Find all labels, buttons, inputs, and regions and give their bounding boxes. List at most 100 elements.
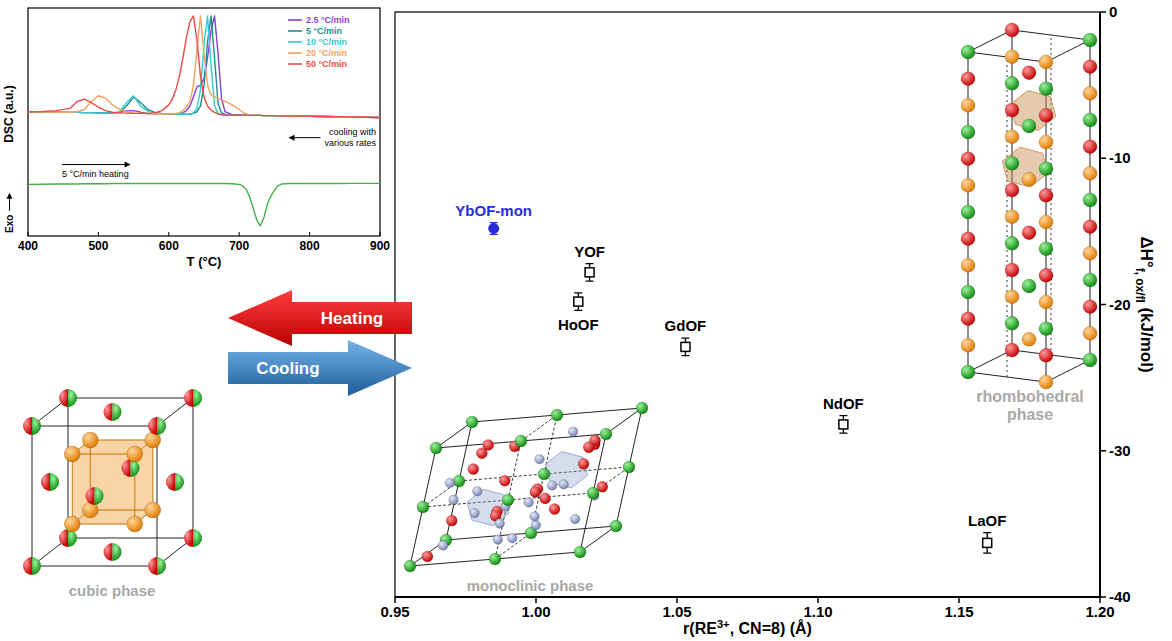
dsc-curve <box>28 16 380 117</box>
atom <box>1005 263 1019 277</box>
atom-half <box>86 487 95 505</box>
atom <box>499 475 510 486</box>
atom <box>1005 236 1019 250</box>
atom <box>961 72 975 86</box>
cell-edge <box>580 526 616 552</box>
atom <box>64 516 80 532</box>
cubic-structure <box>23 389 202 575</box>
atom <box>610 520 622 532</box>
atom <box>623 461 635 473</box>
x-axis-title: r(RE3+, CN=8) (Å) <box>683 618 812 637</box>
phase-label: cubic phase <box>69 582 156 599</box>
cell-edge <box>521 415 557 441</box>
legend-swatch <box>288 63 302 65</box>
x-tick <box>380 232 381 236</box>
atom <box>1083 166 1097 180</box>
atom <box>145 502 161 518</box>
atom-half <box>68 389 77 407</box>
atom-half <box>104 543 113 561</box>
x-tick-label: 900 <box>370 239 390 253</box>
atom <box>549 504 560 515</box>
atom <box>453 475 465 487</box>
atom <box>961 178 975 192</box>
atom <box>961 258 975 272</box>
atom <box>636 402 648 414</box>
error-bar <box>839 416 847 434</box>
atom <box>1039 268 1053 282</box>
x-tick <box>98 232 99 236</box>
y-tick <box>1100 596 1106 598</box>
cell-edge <box>446 422 472 540</box>
atom-half <box>166 473 175 491</box>
atom-half <box>95 487 104 505</box>
atom-half <box>50 473 59 491</box>
y-tick <box>1100 450 1106 452</box>
y-tick-label: -20 <box>1109 296 1131 313</box>
atom-half <box>41 473 50 491</box>
x-tick-label: 800 <box>300 239 320 253</box>
atom-half <box>32 417 41 435</box>
atom <box>468 464 479 475</box>
atom <box>1005 210 1019 224</box>
atom <box>1022 226 1036 240</box>
atom <box>1039 215 1053 229</box>
atom <box>1039 135 1053 149</box>
atom-half <box>113 543 122 561</box>
atom <box>1022 119 1036 133</box>
cell-edge <box>32 566 157 567</box>
atom <box>574 546 586 558</box>
plot-frame <box>395 12 1100 597</box>
title-part: f, ox/fl <box>1133 268 1147 303</box>
cell-edge <box>68 538 193 539</box>
atom-half <box>59 529 68 547</box>
atom <box>1039 108 1053 122</box>
atom <box>1083 60 1097 74</box>
atom <box>1005 183 1019 197</box>
legend-label: 5 °C/min <box>306 26 342 36</box>
atom <box>961 152 975 166</box>
x-tick <box>309 232 310 236</box>
atom <box>417 501 429 513</box>
atom <box>82 432 98 448</box>
text-line: various rates <box>324 138 376 148</box>
cell-edge <box>606 408 642 434</box>
atom <box>1022 279 1036 293</box>
atom <box>1039 348 1053 362</box>
cell-edge <box>580 434 606 552</box>
atom <box>1039 82 1053 96</box>
atom-half <box>184 529 193 547</box>
y-tick <box>1100 11 1106 13</box>
legend-label: 2.5 °C/min <box>306 15 350 25</box>
error-bar <box>490 223 498 235</box>
point <box>574 297 583 306</box>
atom <box>1039 322 1053 336</box>
atom <box>446 515 457 526</box>
polyhedron-face <box>90 440 153 510</box>
legend-label: 50 °C/min <box>306 59 347 69</box>
y-tick <box>1100 304 1106 306</box>
atom-half <box>148 417 157 435</box>
atom <box>1083 220 1097 234</box>
atom <box>961 125 975 139</box>
atom <box>961 285 975 299</box>
legend-swatch <box>288 19 302 21</box>
x-tick-label: 400 <box>18 239 38 253</box>
y-tick-label: -40 <box>1109 588 1131 605</box>
atom <box>1083 140 1097 154</box>
atom <box>64 446 80 462</box>
legend-label: 10 °C/min <box>306 37 347 47</box>
atom <box>1039 375 1053 389</box>
atom <box>568 427 578 437</box>
cell-edge <box>472 408 642 422</box>
point-label: HoOF <box>558 316 599 333</box>
x-tick-label: 0.95 <box>380 603 409 620</box>
cell-edge <box>968 350 1012 372</box>
atom <box>1005 290 1019 304</box>
atom <box>430 442 442 454</box>
atom <box>524 498 534 508</box>
atom <box>530 512 540 522</box>
transition-arrows: HeatingCooling <box>228 290 412 396</box>
figure: 400500600700800900T (°C)DSC (a.u.)2.5 °C… <box>0 0 1172 641</box>
cell-edge <box>32 426 157 427</box>
annotation: 5 °C/min heating <box>62 169 129 179</box>
